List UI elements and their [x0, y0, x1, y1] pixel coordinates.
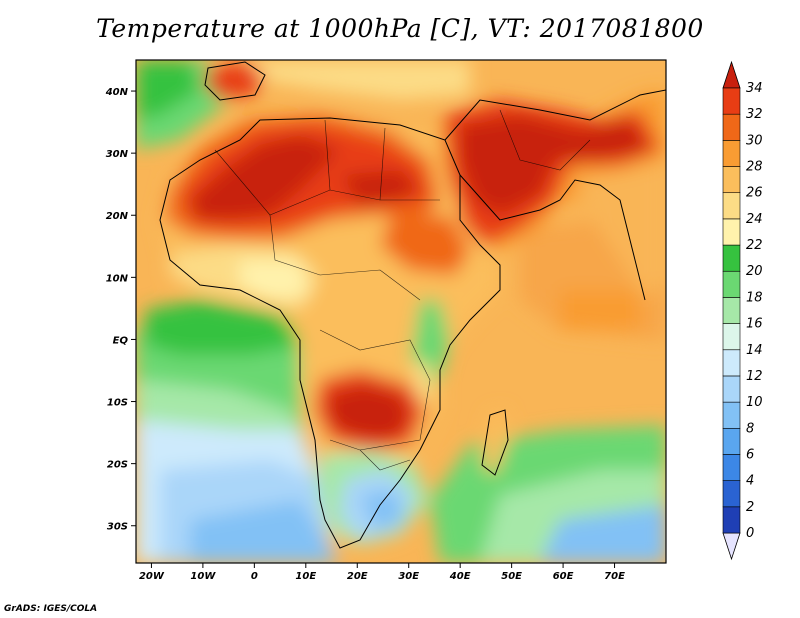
- y-axis-ticks: 40N 30N 20N 10N EQ 10S 20S 30S: [105, 87, 136, 533]
- colorbar-box: [722, 113, 741, 141]
- gulf-of-guinea-region: [145, 300, 300, 355]
- y-tick-label: 10N: [106, 273, 129, 284]
- colorbar-under-triangle: [722, 532, 741, 561]
- x-tick-label: 60E: [553, 571, 574, 582]
- temperature-field: [136, 60, 666, 563]
- coastlines: [159, 61, 666, 549]
- colorbar-label: 8: [746, 421, 754, 436]
- colorbar-box: [722, 323, 741, 351]
- y-tick-label: 20S: [107, 460, 128, 471]
- colorbar-label: 30: [746, 133, 763, 148]
- y-tick-label: EQ: [113, 335, 129, 346]
- colorbar-label: 18: [746, 290, 763, 305]
- colorbar-label: 14: [746, 343, 763, 358]
- y-tick-label: 30S: [107, 522, 128, 533]
- x-tick-label: 30E: [398, 571, 419, 582]
- colorbar-label: 12: [746, 369, 763, 384]
- x-tick-label: 10E: [295, 571, 316, 582]
- colorbar-label: 24: [746, 212, 763, 227]
- colorbar-label: 16: [746, 317, 763, 332]
- colorbar-label: 10: [746, 395, 763, 410]
- colorbar-box: [722, 427, 741, 455]
- colorbar-label: 6: [746, 447, 754, 462]
- colorbar-box: [722, 480, 741, 508]
- x-tick-label: 40E: [449, 571, 471, 582]
- colorbar-label: 20: [746, 264, 763, 279]
- colorbar-label: 0: [746, 526, 754, 541]
- y-tick-label: 30N: [106, 149, 129, 160]
- x-tick-label: 20W: [139, 571, 165, 582]
- x-axis-ticks: 20W 10W 0 10E 20E 30E 40E 50E 60E 70E: [139, 563, 625, 582]
- grads-credit: GrADS: IGES/COLA: [4, 604, 98, 614]
- colorbar-label: 32: [746, 107, 763, 122]
- x-tick-label: 70E: [604, 571, 625, 582]
- colorbar-box: [722, 401, 741, 429]
- x-tick-label: 10W: [190, 571, 216, 582]
- colorbar-box: [722, 297, 741, 324]
- colorbar-box: [722, 87, 741, 115]
- colorbar-label: 26: [746, 186, 763, 201]
- colorbar-label: 2: [746, 500, 754, 515]
- colorbar-label: 34: [746, 81, 763, 96]
- map-title: Temperature at 1000hPa [C], VT: 20170818…: [96, 14, 704, 43]
- colorbar-label: 4: [746, 474, 754, 489]
- colorbar-box: [722, 244, 741, 272]
- x-tick-label: 0: [251, 571, 258, 582]
- y-tick-label: 20N: [106, 211, 129, 222]
- colorbar-box: [722, 349, 741, 377]
- country-borders: [214, 109, 591, 471]
- colorbar-box: [722, 140, 741, 167]
- colorbar-box: [722, 218, 741, 246]
- colorbar-over-triangle: [722, 60, 741, 89]
- x-tick-label: 50E: [501, 571, 522, 582]
- colorbar-label: 28: [746, 160, 763, 175]
- colorbar-label: 22: [746, 238, 763, 253]
- colorbar-box: [722, 166, 741, 194]
- india-landmass: [575, 160, 666, 300]
- colorbar-box: [722, 454, 741, 481]
- colorbar-box: [722, 375, 741, 403]
- y-tick-label: 40N: [105, 87, 129, 98]
- colorbar-box: [722, 506, 741, 534]
- colorbar-box: [722, 270, 741, 298]
- colorbar-box: [722, 192, 741, 220]
- map-frame: [135, 59, 667, 564]
- y-tick-label: 10S: [107, 398, 128, 409]
- x-tick-label: 20E: [347, 571, 368, 582]
